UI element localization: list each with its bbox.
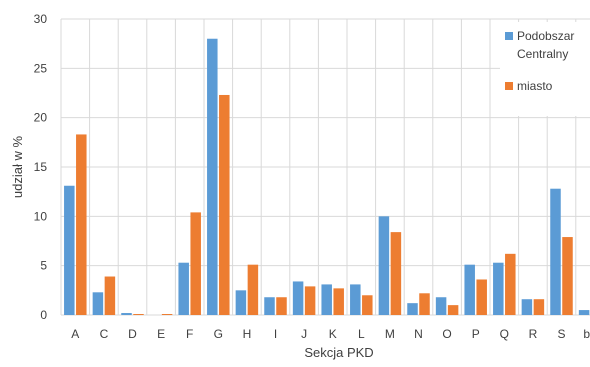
bar-podobszar-C (92, 292, 104, 315)
legend-label: Podobszar (517, 29, 574, 43)
x-tick-label: J (301, 327, 307, 341)
legend-swatch (505, 32, 513, 40)
bar-podobszar-H (235, 290, 247, 315)
x-tick-label: N (414, 327, 423, 341)
bar-miasto-D (133, 314, 144, 315)
x-tick-label: M (385, 327, 395, 341)
bar-podobszar-S (550, 188, 561, 315)
x-tick-label: Q (500, 327, 509, 341)
bar-miasto-P (476, 279, 487, 315)
x-tick-label: S (557, 327, 565, 341)
legend: Podobszar Centralny miasto (500, 22, 590, 116)
bar-miasto-C (104, 276, 116, 315)
bar-podobszar-K (321, 284, 332, 315)
y-tick-labels: 0 5 10 15 20 25 30 (34, 12, 48, 322)
y-tick-label: 15 (34, 160, 48, 174)
y-tick-label: 30 (34, 12, 48, 26)
bar-podobszar-bd (578, 310, 590, 315)
bar-miasto-J (304, 286, 316, 315)
x-axis-title: Sekcja PKD (304, 345, 373, 360)
bar-podobszar-R (521, 299, 533, 315)
bar-miasto-F (190, 212, 201, 315)
bar-miasto-K (333, 288, 344, 315)
bar-miasto-H (247, 264, 259, 315)
x-tick-label: K (329, 327, 337, 341)
bar-podobszar-A (64, 185, 75, 315)
y-axis-title: udział w % (10, 135, 25, 198)
x-tick-labels: A C D E F G H I J K L M N O P Q R Sbd (71, 327, 590, 341)
bar-podobszar-M (378, 216, 390, 315)
legend-swatch (505, 82, 513, 90)
bar-miasto-O (447, 305, 459, 315)
y-tick-label: 5 (40, 259, 47, 273)
x-tick-label: E (157, 327, 165, 341)
x-tick-label: I (274, 327, 277, 341)
y-tick-label: 25 (34, 61, 48, 75)
bars (64, 38, 590, 316)
x-tick-label: C (100, 327, 109, 341)
bar-miasto-I (276, 297, 287, 315)
y-tick-label: 10 (34, 209, 48, 223)
bar-miasto-A (76, 134, 87, 315)
bar-podobszar-G (207, 38, 218, 315)
x-tick-label: H (243, 327, 252, 341)
bar-podobszar-P (464, 264, 475, 315)
y-tick-label: 0 (40, 308, 47, 322)
x-tick-label: G (214, 327, 223, 341)
legend-label: Centralny (517, 47, 568, 61)
bar-miasto-M (390, 232, 402, 315)
bar-podobszar-Q (493, 262, 504, 315)
bar-miasto-E (161, 314, 173, 315)
legend-box (500, 22, 590, 116)
bar-podobszar-O (435, 297, 447, 315)
x-tick-label: F (186, 327, 193, 341)
bar-miasto-L (362, 295, 373, 315)
bar-miasto-G (219, 94, 230, 316)
bar-miasto-N (419, 293, 430, 315)
bar-podobszar-F (178, 262, 189, 315)
x-tick-label: bd (583, 327, 590, 341)
bar-podobszar-J (292, 281, 304, 315)
x-tick-label: L (358, 327, 365, 341)
x-tick-label: R (529, 327, 538, 341)
x-tick-label: D (128, 327, 137, 341)
bar-podobszar-L (350, 284, 361, 315)
bar-miasto-S (562, 237, 573, 315)
bar-podobszar-I (264, 297, 275, 315)
x-tick-label: O (442, 327, 451, 341)
bar-miasto-R (533, 299, 545, 315)
gridlines (60, 18, 590, 316)
x-tick-label: A (71, 327, 79, 341)
bar-podobszar-N (407, 303, 418, 315)
legend-label: miasto (517, 79, 553, 93)
x-tick-label: P (472, 327, 480, 341)
bar-podobszar-D (121, 313, 132, 315)
y-tick-label: 20 (34, 111, 48, 125)
bar-miasto-Q (505, 253, 516, 315)
